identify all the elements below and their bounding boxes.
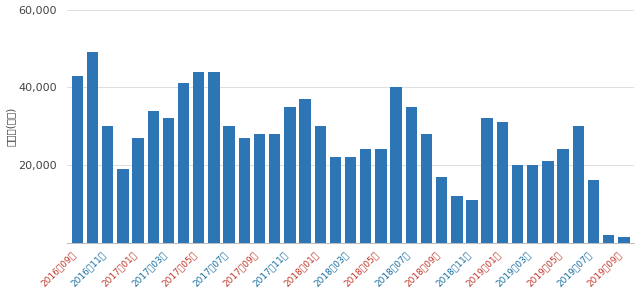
Bar <box>497 122 508 243</box>
Bar <box>603 235 614 243</box>
Bar <box>345 157 356 243</box>
Bar <box>618 237 630 243</box>
Bar <box>573 126 584 243</box>
Bar <box>390 87 402 243</box>
Bar <box>269 134 280 243</box>
Bar <box>467 200 477 243</box>
Bar <box>132 138 144 243</box>
Bar <box>223 126 235 243</box>
Y-axis label: 거래량(건수): 거래량(건수) <box>6 106 15 146</box>
Bar <box>178 83 189 243</box>
Bar <box>330 157 341 243</box>
Bar <box>72 76 83 243</box>
Bar <box>436 176 447 243</box>
Bar <box>208 72 220 243</box>
Bar <box>87 52 98 243</box>
Bar <box>314 126 326 243</box>
Bar <box>481 118 493 243</box>
Bar <box>239 138 250 243</box>
Bar <box>527 165 538 243</box>
Bar <box>254 134 265 243</box>
Bar <box>420 134 432 243</box>
Bar <box>300 99 310 243</box>
Bar <box>193 72 204 243</box>
Bar <box>406 107 417 243</box>
Bar <box>163 118 174 243</box>
Bar <box>360 149 371 243</box>
Bar <box>542 161 554 243</box>
Bar <box>588 181 599 243</box>
Bar <box>512 165 524 243</box>
Bar <box>117 169 129 243</box>
Bar <box>451 196 463 243</box>
Bar <box>284 107 296 243</box>
Bar <box>102 126 113 243</box>
Bar <box>147 111 159 243</box>
Bar <box>375 149 387 243</box>
Bar <box>557 149 569 243</box>
